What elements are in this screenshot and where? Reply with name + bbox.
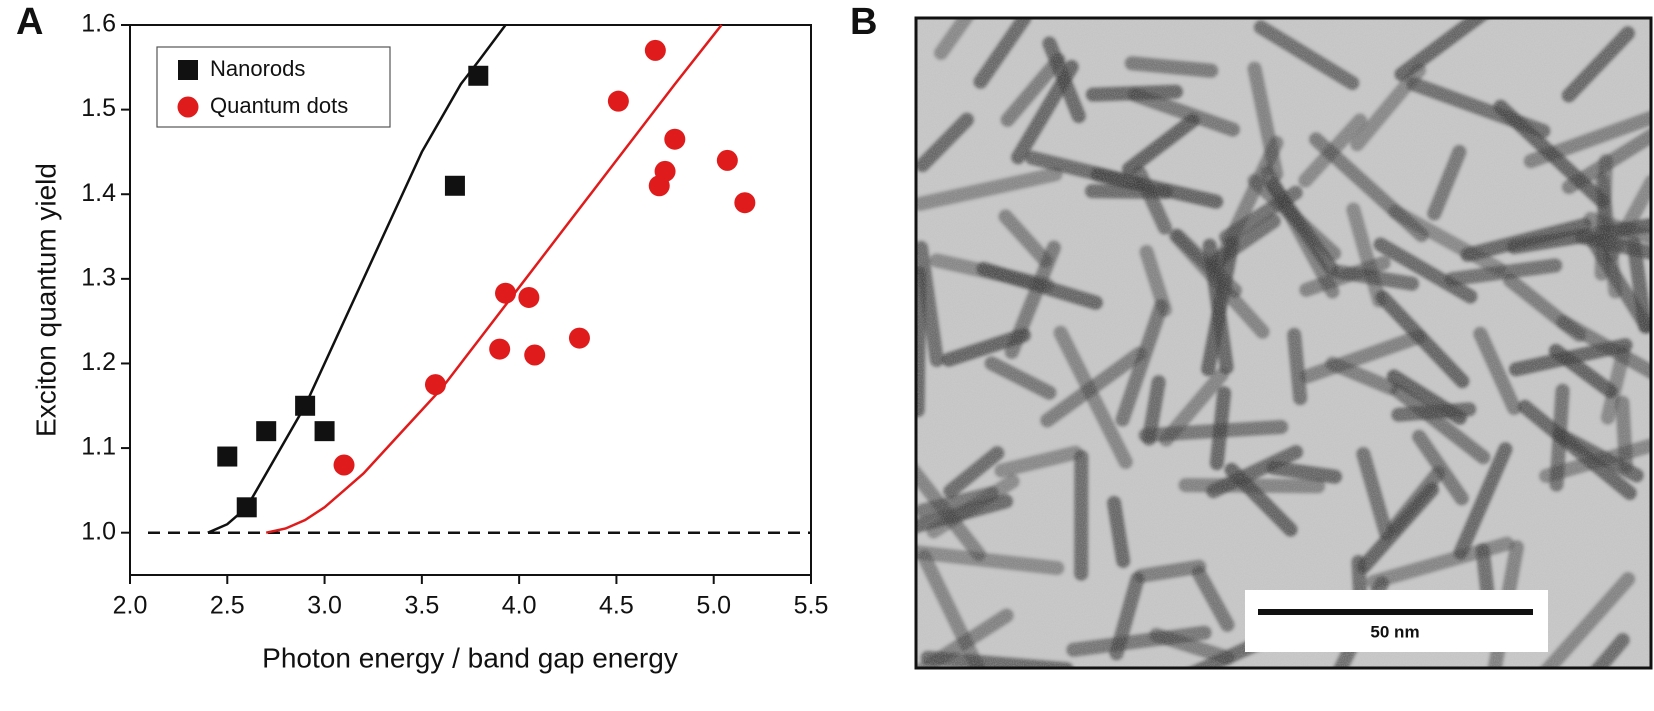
x-tick-label: 5.5: [794, 592, 829, 620]
x-axis-title: Photon energy / band gap energy: [262, 642, 678, 673]
marker-circle: [524, 344, 546, 366]
marker-square: [217, 446, 238, 467]
marker-circle: [333, 454, 355, 476]
marker-circle: [607, 90, 629, 112]
scale-bar-box: [1245, 590, 1548, 652]
x-tick-label: 2.0: [113, 592, 148, 620]
marker-circle: [424, 374, 446, 396]
marker-circle: [489, 338, 511, 360]
panel-label: B: [850, 1, 877, 43]
x-tick-label: 3.5: [404, 592, 439, 620]
marker-circle: [734, 192, 756, 214]
micrograph-noise: [916, 18, 1651, 668]
micrograph-frame: [914, 16, 1653, 670]
x-tick-label: 2.5: [210, 592, 245, 620]
micrograph: [916, 18, 1651, 668]
fit-curve: [207, 24, 507, 534]
legend-marker: [177, 96, 199, 118]
plot: 2.0 2.5 3.0 3.5 4.0 4.5 5.0 5.5 1.0 1.1 1.2 1.3 1.4 1…: [81, 10, 828, 620]
marker-circle: [716, 149, 738, 171]
marker-square: [295, 395, 316, 416]
x-tick-label: 5.0: [696, 592, 731, 620]
panel-label: A: [16, 1, 43, 43]
y-tick-label: 1.1: [81, 433, 116, 461]
marker-square: [468, 65, 489, 86]
scale-bar-label: 50 nm: [1370, 622, 1419, 641]
x-tick-label: 4.5: [599, 592, 634, 620]
marker-circle: [644, 39, 666, 61]
marker-square: [314, 421, 335, 442]
marker-circle: [654, 160, 676, 182]
y-tick-label: 1.5: [81, 94, 116, 122]
y-tick-label: 1.2: [81, 348, 116, 376]
y-tick-label: 1.3: [81, 263, 116, 291]
legend-marker: [178, 60, 198, 80]
legend-label: Quantum dots: [210, 93, 348, 118]
y-axis-title: Exciton quantum yield: [30, 163, 61, 437]
marker-square: [444, 175, 465, 196]
y-tick-label: 1.0: [81, 517, 116, 545]
x-tick-label: 3.0: [307, 592, 342, 620]
legend-label: Nanorods: [210, 56, 305, 81]
x-tick-label: 4.0: [502, 592, 537, 620]
marker-square: [256, 421, 277, 442]
y-tick-label: 1.6: [81, 10, 116, 38]
marker-square: [236, 497, 257, 518]
y-tick-label: 1.4: [81, 179, 116, 207]
plot-frame: [129, 24, 812, 576]
marker-circle: [664, 128, 686, 150]
marker-circle: [568, 327, 590, 349]
marker-circle: [495, 282, 517, 304]
marker-circle: [518, 286, 540, 308]
